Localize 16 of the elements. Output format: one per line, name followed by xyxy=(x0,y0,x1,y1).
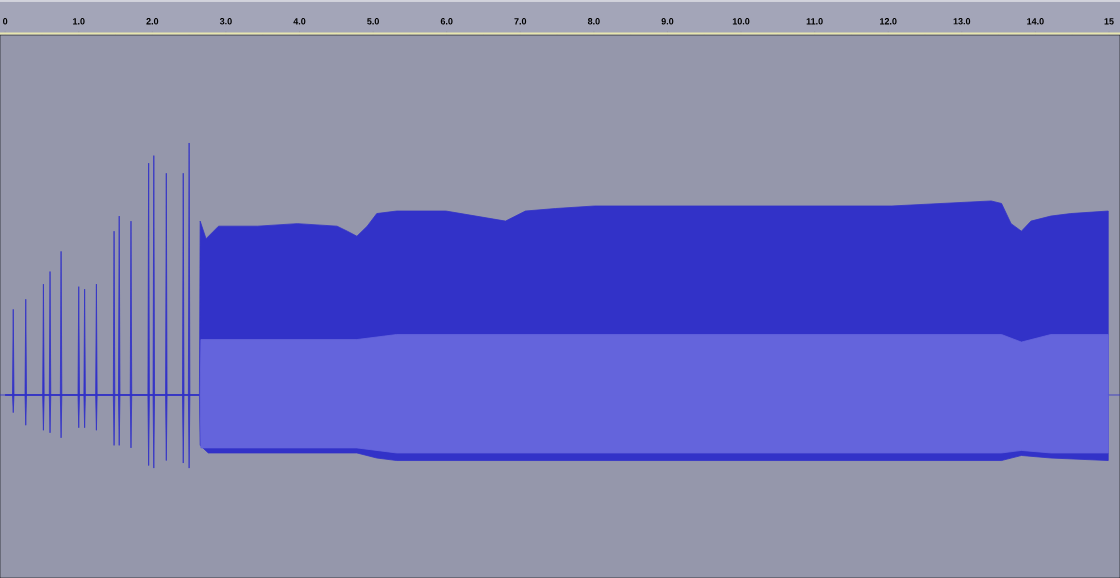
x-tick-label: 14.0 xyxy=(1027,18,1044,25)
x-tick-label: 7.0 xyxy=(514,18,527,25)
x-tick-label: 15 xyxy=(1104,18,1114,25)
x-tick-label: 10.0 xyxy=(732,18,750,25)
x-tick-label: 4.0 xyxy=(293,18,306,25)
x-tick-label: 8.0 xyxy=(587,18,600,25)
x-tick-label: 1.0 xyxy=(73,18,85,25)
x-tick-label: 3.0 xyxy=(219,18,232,25)
x-tick-label: 12.0 xyxy=(880,18,897,25)
x-tick-label: 5.0 xyxy=(367,18,379,25)
x-tick-label: 11.0 xyxy=(806,18,823,25)
x-tick-label: 0 xyxy=(3,18,8,25)
x-tick-label: 2.0 xyxy=(146,18,159,25)
x-tick-label: 9.0 xyxy=(661,18,674,25)
x-tick-label: 6.0 xyxy=(440,18,453,25)
x-tick-label: 13.0 xyxy=(953,18,971,25)
